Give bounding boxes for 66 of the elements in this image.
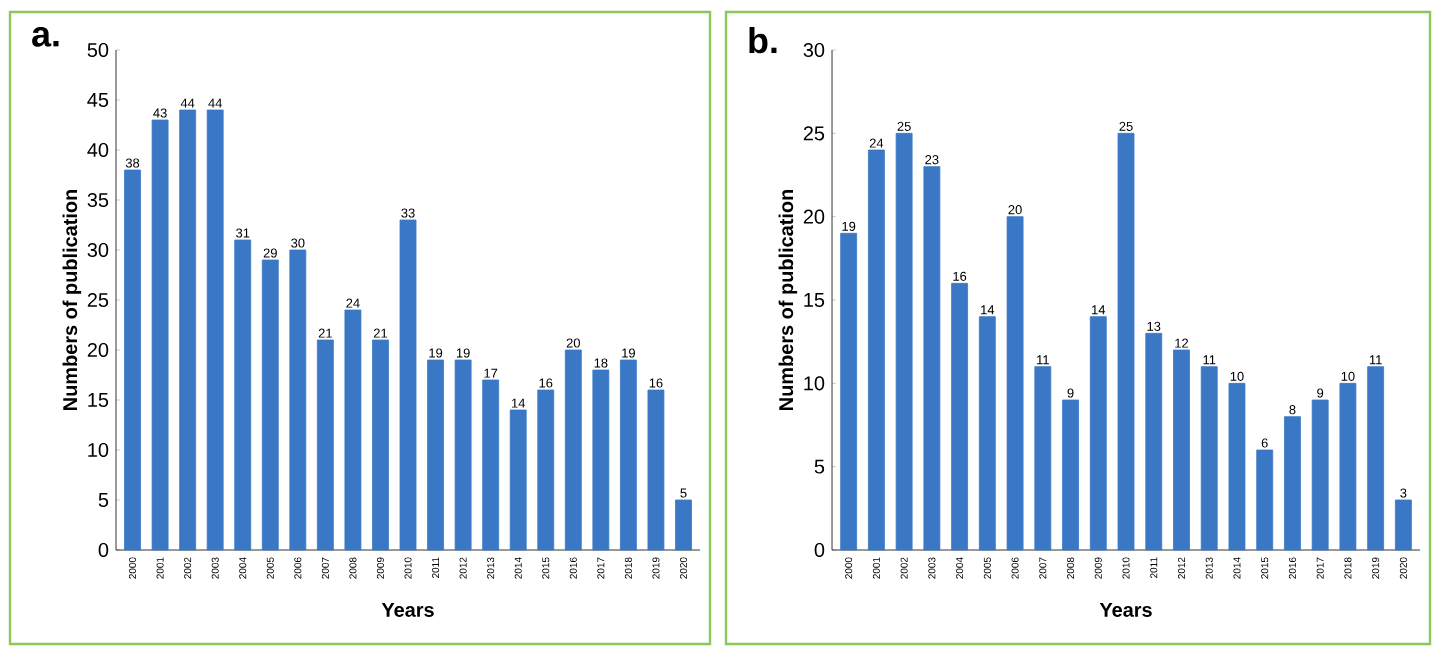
y-tick-label: 10 [804, 376, 825, 391]
y-tick-label: 15 [88, 393, 109, 407]
y-axis-title: Numbers of publication [62, 189, 82, 410]
y-tick-label: 0 [98, 542, 109, 558]
bar [647, 389, 665, 551]
y-tick-label: 25 [87, 292, 109, 308]
bar [1006, 216, 1024, 551]
y-tick-label: 45 [87, 93, 109, 107]
bar [1339, 382, 1357, 551]
bar [1256, 449, 1274, 551]
bar [1284, 416, 1301, 551]
bar [564, 349, 582, 551]
bar [1311, 399, 1329, 551]
bar [619, 359, 637, 551]
x-axis-title: Years [381, 603, 434, 617]
y-axis-title: Numbers of publication [778, 189, 798, 410]
bar [1228, 382, 1246, 551]
y-tick-label: 10 [88, 442, 109, 458]
text: a. [32, 27, 59, 47]
y-tick-label: 0 [814, 542, 825, 558]
y-tick-label: 20 [803, 209, 825, 224]
bar [1034, 366, 1052, 551]
bar [537, 389, 555, 551]
bar [1089, 316, 1107, 551]
bar [261, 259, 279, 551]
y-tick-label: 20 [87, 342, 109, 358]
bar [1117, 132, 1135, 551]
bar [206, 109, 224, 551]
bar [234, 239, 252, 551]
bar [399, 219, 417, 551]
bar [1367, 366, 1385, 551]
bar [124, 169, 141, 551]
bar [179, 109, 197, 551]
bar [1173, 349, 1190, 551]
y-tick-label: 50 [87, 42, 109, 58]
bar [1062, 399, 1079, 551]
bar [951, 282, 968, 551]
bar [454, 359, 472, 551]
bar [289, 249, 307, 551]
bar [344, 309, 362, 551]
y-tick-label: 5 [98, 493, 109, 507]
bar [840, 232, 858, 551]
bar [316, 339, 334, 551]
bar [1145, 332, 1163, 551]
bar [482, 379, 500, 551]
bar [978, 316, 996, 551]
bar [1394, 499, 1412, 551]
bar [1200, 366, 1218, 551]
y-tick-label: 40 [87, 142, 109, 158]
bar [923, 166, 941, 551]
y-tick-label: 35 [87, 192, 109, 208]
y-tick-label: 30 [803, 42, 825, 58]
x-axis-title: Years [1099, 603, 1152, 617]
y-tick-label: 5 [814, 459, 825, 474]
bar [151, 119, 169, 551]
bar [427, 359, 444, 551]
bar [372, 339, 389, 551]
y-tick-label: 15 [804, 293, 825, 307]
bar [868, 149, 885, 551]
bar [675, 499, 692, 551]
text: b. [749, 27, 777, 54]
bar [592, 369, 610, 551]
bar [895, 132, 913, 551]
y-tick-label: 30 [87, 242, 109, 258]
bar [509, 409, 527, 551]
y-tick-label: 25 [803, 126, 825, 141]
